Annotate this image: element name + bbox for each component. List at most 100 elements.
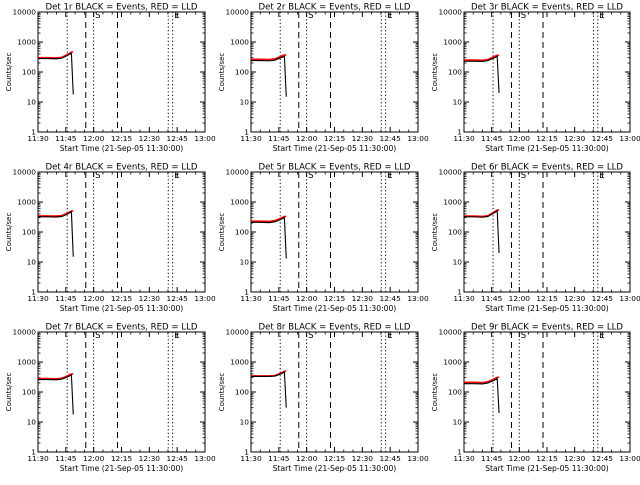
y-tick-label: 10000 xyxy=(225,168,249,177)
plot-frame xyxy=(37,11,206,133)
x-axis-label: Start Time (21-Sep-05 11:30:00) xyxy=(485,144,609,153)
y-axis-label: Counts/sec xyxy=(431,373,439,412)
x-tick-label: 11:45 xyxy=(481,454,503,463)
x-tick-label: 12:15 xyxy=(324,294,346,303)
marker-label: E xyxy=(599,331,604,341)
x-tick-label: 13:00 xyxy=(407,294,429,303)
y-tick-label: 1000 xyxy=(17,198,36,207)
x-tick-label: 13:00 xyxy=(619,454,640,463)
panel-title: Det 3r BLACK = Events, RED = LLD xyxy=(471,3,623,13)
series-lld xyxy=(464,376,500,384)
y-axis-label: Counts/sec xyxy=(431,213,439,252)
detector-panel-3: Det 3r BLACK = Events, RED = LLD 1 10 100 10… xyxy=(431,3,640,154)
y-tick-label: 1000 xyxy=(230,198,249,207)
series-lld xyxy=(251,215,287,223)
marker-label: S xyxy=(95,171,100,181)
x-tick-label: 11:30 xyxy=(453,454,475,463)
x-tick-label: 12:00 xyxy=(509,134,531,143)
series-lld xyxy=(38,51,74,59)
plot-frame xyxy=(37,171,206,293)
y-tick-label: 10000 xyxy=(438,328,462,337)
y-tick-label: 100 xyxy=(448,228,462,237)
x-tick-label: 12:45 xyxy=(592,454,614,463)
series-events xyxy=(464,377,500,413)
x-axis-label: Start Time (21-Sep-05 11:30:00) xyxy=(273,144,397,153)
y-tick-label: 10 xyxy=(240,98,250,107)
y-tick-label: 1000 xyxy=(443,198,462,207)
y-tick-label: 1 xyxy=(457,128,462,137)
x-tick-label: 12:30 xyxy=(352,294,374,303)
y-tick-label: 1 xyxy=(244,448,249,457)
x-tick-label: 12:30 xyxy=(564,134,586,143)
x-tick-label: 12:15 xyxy=(111,134,133,143)
x-tick-label: 11:45 xyxy=(55,134,77,143)
x-tick-label: 12:15 xyxy=(536,454,558,463)
x-tick-label: 13:00 xyxy=(619,134,640,143)
detector-panel-2: Det 2r BLACK = Events, RED = LLD 1 10 100 10… xyxy=(218,3,429,154)
series-lld xyxy=(38,373,74,380)
x-tick-label: 12:45 xyxy=(380,134,402,143)
y-tick-label: 10 xyxy=(27,98,37,107)
x-axis-label: Start Time (21-Sep-05 11:30:00) xyxy=(273,304,397,313)
x-axis-label: Start Time (21-Sep-05 11:30:00) xyxy=(60,304,184,313)
y-tick-label: 1 xyxy=(457,448,462,457)
panel-title: Det 6r BLACK = Events, RED = LLD xyxy=(471,163,623,173)
y-tick-label: 10000 xyxy=(225,328,249,337)
x-tick-label: 12:00 xyxy=(83,294,105,303)
x-tick-label: 12:00 xyxy=(296,294,318,303)
y-tick-label: 100 xyxy=(448,68,462,77)
x-tick-label: 13:00 xyxy=(407,454,429,463)
x-tick-label: 11:45 xyxy=(268,294,290,303)
series-events xyxy=(38,52,74,95)
x-tick-label: 12:00 xyxy=(83,134,105,143)
x-tick-label: 13:00 xyxy=(194,454,216,463)
marker-label: S xyxy=(521,331,526,341)
marker-label: E xyxy=(174,171,179,181)
x-axis-label: Start Time (21-Sep-05 11:30:00) xyxy=(485,304,609,313)
y-tick-label: 1 xyxy=(244,128,249,137)
x-tick-label: 13:00 xyxy=(194,134,216,143)
x-tick-label: 11:30 xyxy=(453,134,475,143)
marker-label: S xyxy=(521,11,526,21)
y-tick-label: 1000 xyxy=(443,38,462,47)
x-tick-label: 12:30 xyxy=(352,454,374,463)
marker-label: E xyxy=(387,11,392,21)
x-axis-label: Start Time (21-Sep-05 11:30:00) xyxy=(60,464,184,473)
plot-frame xyxy=(250,171,419,293)
marker-label: E xyxy=(599,11,604,21)
marker-label: S xyxy=(521,171,526,181)
x-tick-label: 12:45 xyxy=(167,134,189,143)
x-tick-label: 12:15 xyxy=(111,294,133,303)
y-tick-label: 1 xyxy=(244,288,249,297)
y-axis-label: Counts/sec xyxy=(5,213,13,252)
marker-label: S xyxy=(308,11,313,21)
x-axis-label: Start Time (21-Sep-05 11:30:00) xyxy=(485,464,609,473)
x-tick-label: 12:00 xyxy=(509,454,531,463)
y-tick-label: 10000 xyxy=(438,8,462,17)
series-lld xyxy=(464,54,500,62)
y-tick-label: 1 xyxy=(31,288,36,297)
x-tick-label: 13:00 xyxy=(194,294,216,303)
marker-label: S xyxy=(308,171,313,181)
x-tick-label: 12:00 xyxy=(296,134,318,143)
series-lld xyxy=(38,210,74,217)
plot-frame xyxy=(463,331,631,453)
series-events xyxy=(464,55,500,93)
y-tick-label: 1 xyxy=(31,128,36,137)
marker-label: S xyxy=(308,331,313,341)
detector-panel-4: Det 4r BLACK = Events, RED = LLD 1 10 100 10… xyxy=(5,163,216,314)
y-axis-label: Counts/sec xyxy=(431,53,439,92)
detector-panel-6: Det 6r BLACK = Events, RED = LLD 1 10 100 10… xyxy=(431,163,640,314)
y-tick-label: 1000 xyxy=(230,38,249,47)
y-tick-label: 10000 xyxy=(12,328,36,337)
y-tick-label: 1 xyxy=(457,288,462,297)
x-tick-label: 13:00 xyxy=(407,134,429,143)
plot-frame xyxy=(463,11,631,133)
x-tick-label: 11:45 xyxy=(481,294,503,303)
x-tick-label: 11:30 xyxy=(453,294,475,303)
marker-label: E xyxy=(174,11,179,21)
panel-title: Det 8r BLACK = Events, RED = LLD xyxy=(258,323,410,333)
y-axis-label: Counts/sec xyxy=(218,373,226,412)
